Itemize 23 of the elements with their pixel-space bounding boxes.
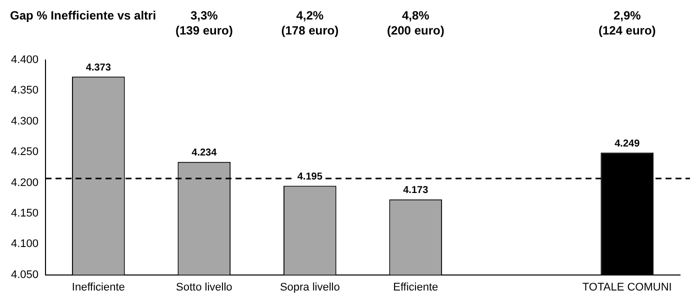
chart-title: Gap % Inefficiente vs altri	[10, 8, 156, 22]
data-label: 4.195	[297, 172, 323, 183]
text: 4,2% (178 euro)	[281, 8, 339, 38]
y-tick-label: 4.050	[10, 268, 39, 281]
y-tick-label: 4.250	[10, 146, 39, 158]
x-tick-label: Efficiente	[393, 281, 438, 294]
data-label: 4.173	[403, 185, 429, 196]
x-tick-label: Sotto livello	[176, 281, 232, 294]
y-tick-label: 4.350	[10, 84, 39, 97]
x-tick-label: TOTALE COMUNI	[582, 281, 672, 294]
y-tick-label: 4.200	[10, 176, 39, 189]
data-label: 4.373	[86, 62, 112, 74]
text: 3,3% (139 euro)	[175, 8, 233, 38]
data-label: 4.249	[614, 138, 640, 150]
x-tick-label: Inefficiente	[72, 281, 125, 294]
x-tick-label: Sopra livello	[280, 281, 340, 294]
y-tick-label: 4.300	[10, 115, 39, 128]
y-tick-label: 4.400	[10, 54, 39, 66]
y-tick-label: 4.100	[10, 238, 39, 250]
data-label: 4.234	[192, 148, 218, 159]
text: 4,8% (200 euro)	[386, 8, 444, 38]
y-tick-label: 4.150	[10, 207, 39, 220]
text: 2,9% (124 euro)	[598, 8, 656, 38]
